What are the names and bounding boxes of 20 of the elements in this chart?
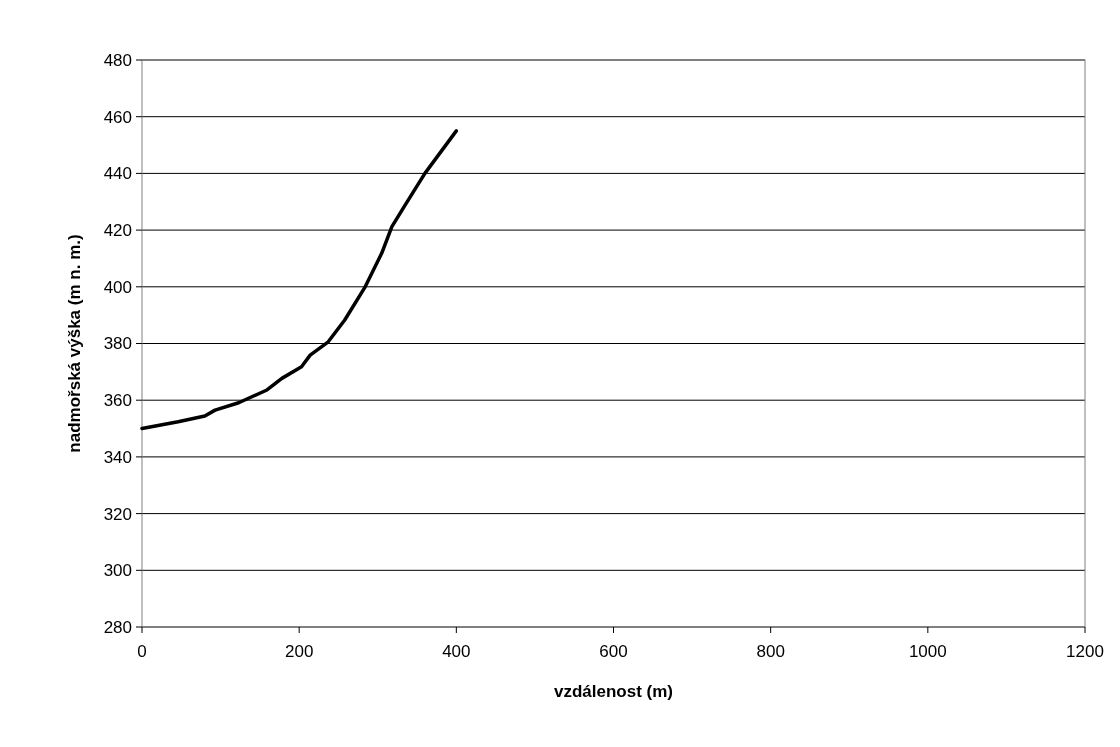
y-tick-label: 360: [103, 391, 132, 411]
x-tick-label: 400: [442, 642, 471, 661]
y-tick-label: 400: [103, 277, 132, 297]
x-tick-label: 1200: [1066, 642, 1104, 661]
x-tick-label: 1000: [908, 642, 947, 661]
y-tick-label: 300: [103, 561, 132, 581]
y-tick-label: 420: [103, 221, 132, 241]
y-tick-label: 440: [103, 164, 132, 184]
y-axis-title: nadmořská výška (m n. m.): [65, 234, 84, 453]
y-tick-label: 280: [103, 617, 132, 637]
x-tick-label: 0: [137, 642, 147, 661]
x-tick-label: 600: [599, 642, 628, 661]
y-tick-label: 480: [103, 50, 132, 70]
y-tick-label: 380: [103, 334, 132, 354]
y-tick-label: 340: [103, 447, 132, 467]
x-tick-label: 200: [284, 642, 314, 661]
y-tick-label: 460: [103, 107, 132, 127]
y-tick-label: 320: [103, 504, 132, 524]
x-tick-label: 800: [756, 642, 785, 661]
x-axis-title: vzdálenost (m): [553, 682, 674, 701]
